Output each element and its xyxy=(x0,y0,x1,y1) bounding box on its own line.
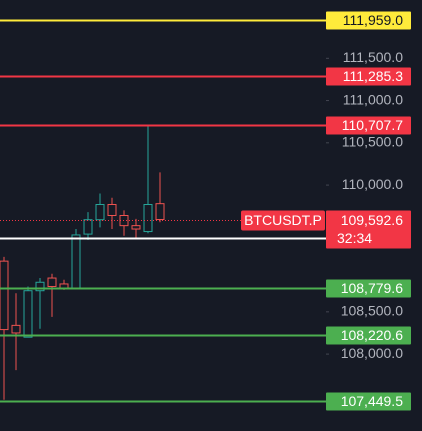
price-box xyxy=(326,210,411,249)
candle-body xyxy=(107,204,117,217)
y-tick-label: 108,500.0 xyxy=(341,303,403,319)
candle-body xyxy=(131,225,141,230)
symbol-label: BTCUSDT.P xyxy=(244,212,322,228)
level-label-box xyxy=(326,116,411,135)
level-label: 108,779.6 xyxy=(341,280,403,296)
level-label: 111,959.0 xyxy=(343,12,403,28)
level-label: 107,449.5 xyxy=(341,393,403,409)
candle-body xyxy=(0,260,9,331)
y-tick-label: 110,500.0 xyxy=(342,134,403,150)
y-tick-label: 110,000.0 xyxy=(342,176,403,192)
y-tick-label: 111,500.0 xyxy=(343,49,403,65)
price-label: 109,592.6 xyxy=(341,212,403,228)
level-label: 108,220.6 xyxy=(341,327,403,343)
symbol-box xyxy=(241,210,325,231)
candle-body xyxy=(83,219,93,235)
candle-body xyxy=(95,204,105,221)
level-label: 111,285.3 xyxy=(343,68,403,84)
level-label: 110,707.7 xyxy=(342,117,403,133)
level-label-box xyxy=(326,279,411,298)
candle-body xyxy=(11,324,21,334)
level-label-box xyxy=(326,11,411,30)
level-label-box xyxy=(326,392,411,411)
candle-body xyxy=(143,204,153,233)
level-label-box xyxy=(326,67,411,86)
level-label-box xyxy=(326,326,411,345)
y-tick-label: 111,000.0 xyxy=(343,91,403,107)
candle-body xyxy=(23,290,33,338)
candle-body xyxy=(35,281,45,292)
countdown-label: 32:34 xyxy=(337,230,372,246)
candle-body xyxy=(47,277,57,287)
y-tick-label: 108,000.0 xyxy=(341,345,403,361)
candle-body xyxy=(155,203,165,221)
candle-body xyxy=(71,234,81,289)
